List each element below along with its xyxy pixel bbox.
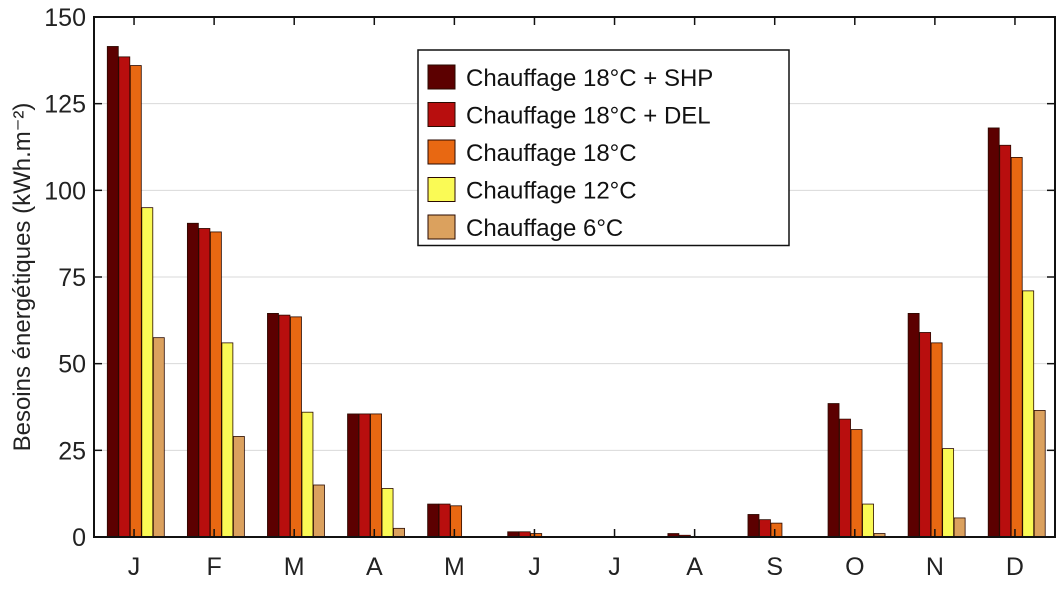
x-tick-label: A [686,553,703,581]
legend-label: Chauffage 18°C [466,140,637,167]
legend: Chauffage 18°C + SHP Chauffage 18°C + DEL… [417,49,790,247]
x-tick-label: J [528,553,541,581]
legend-box [417,49,790,247]
legend-label: Chauffage 6°C [466,215,623,242]
bars [106,46,1046,538]
x-tick-label: J [128,553,141,581]
bar [759,519,771,538]
bar [919,332,932,538]
bar [1010,156,1023,538]
bar [770,522,783,538]
bar [438,503,451,538]
y-tick-label: 0 [72,524,86,552]
bar [186,222,199,538]
bar [953,517,966,538]
bar [198,228,211,538]
y-tick-label: 50 [58,351,86,379]
bar [393,527,405,538]
bar [278,314,291,538]
bar [358,413,371,538]
legend-swatch [427,177,456,202]
bar [232,436,245,538]
bar [450,505,463,538]
bar [1022,290,1035,538]
bar [907,312,920,538]
x-tick-label: O [845,553,864,581]
bar [129,65,142,538]
bar [427,503,440,538]
y-tick-label: 100 [44,177,86,205]
bar [839,418,851,538]
bar [850,429,863,538]
bar [267,312,279,538]
y-axis-title: Besoins énergétiques (kWh.m⁻²) [9,103,36,452]
x-tick-label: A [366,553,383,581]
bar [930,342,943,538]
legend-label: Chauffage 12°C [466,178,637,205]
bar [118,56,131,538]
bar [942,448,955,538]
legend-swatch [427,214,456,240]
legend-label: Chauffage 18°C + SHP [466,65,713,92]
x-tick-label: S [766,553,783,581]
bar [747,514,760,538]
bar [152,337,165,538]
x-tick-label: M [444,553,465,581]
y-tick-label: 75 [58,264,86,292]
axes: 0 25 50 75 100 125 150 J F M A M J J A S O N D [44,4,1056,581]
legend-swatch [427,64,456,90]
bar [301,411,314,538]
bar [987,127,1000,538]
bar [141,207,154,538]
bar [221,342,234,538]
y-tick-label: 25 [58,437,86,465]
x-tick-label: F [206,553,221,581]
legend-swatch [427,102,456,127]
x-tick-label: D [1006,553,1024,581]
bar [827,403,840,538]
x-tick-label: N [926,553,944,581]
bar [347,413,359,538]
bar [106,46,119,538]
legend-label: Chauffage 18°C + DEL [466,103,711,130]
y-tick-label: 125 [44,91,86,119]
bar [862,503,874,538]
bar [999,144,1012,538]
legend-swatch [427,139,456,165]
bar [381,488,394,538]
x-tick-label: M [284,553,305,581]
bar [209,231,222,538]
bar [313,484,325,538]
bar [290,316,302,538]
y-tick-label: 150 [44,4,86,32]
bar [370,413,382,538]
x-tick-label: J [608,553,621,581]
bar [1033,410,1046,538]
